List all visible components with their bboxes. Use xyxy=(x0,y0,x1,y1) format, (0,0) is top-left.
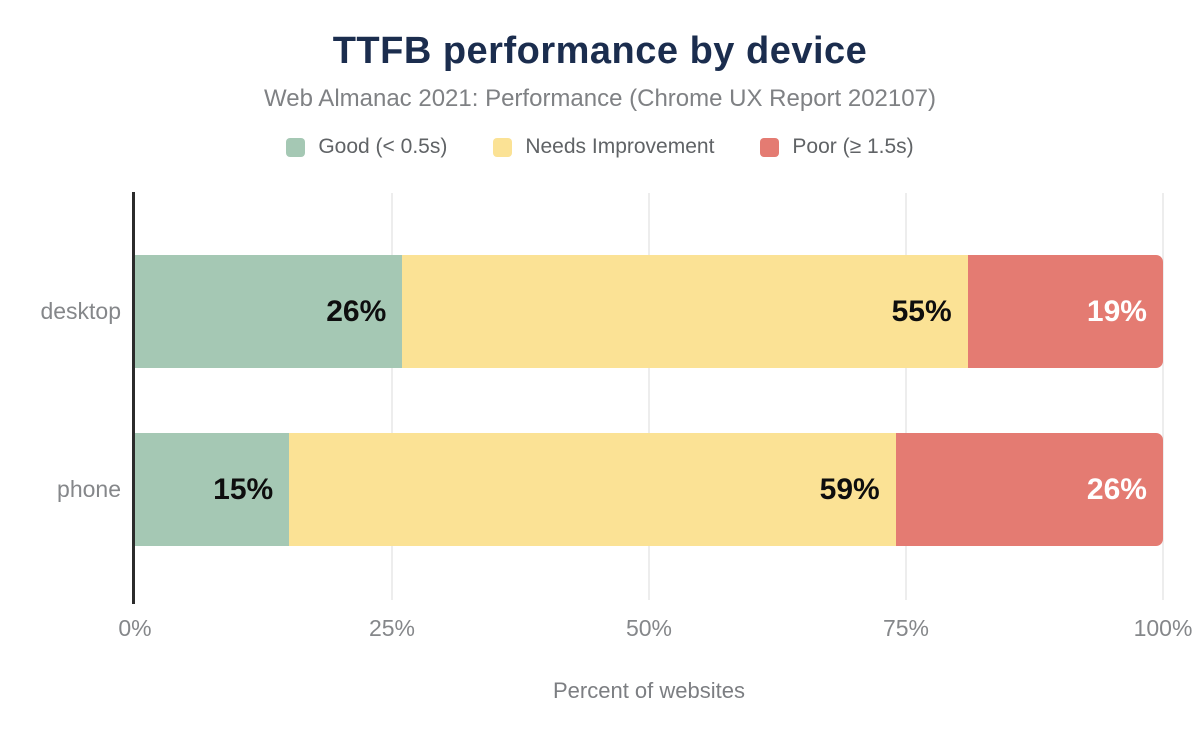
legend-label: Good (< 0.5s) xyxy=(318,135,448,158)
y-category-label: phone xyxy=(57,475,121,502)
bar-value-label: 19% xyxy=(1086,294,1147,328)
chart-title: TTFB performance by device xyxy=(332,30,868,72)
chart-legend: Good (< 0.5s) Needs Improvement Poor (≥ 1.… xyxy=(0,135,1200,159)
bar-segment: 55% xyxy=(402,255,968,368)
legend-swatch-icon xyxy=(493,137,513,157)
bar-value-label: 55% xyxy=(891,294,952,328)
legend-label: Needs Improvement xyxy=(525,135,715,158)
bar-value-label: 15% xyxy=(213,472,274,506)
bar-value-label: 26% xyxy=(326,294,387,328)
legend-swatch-icon xyxy=(760,137,780,157)
bar-segment: 19% xyxy=(967,255,1163,368)
legend-label: Poor (≥ 1.5s) xyxy=(792,135,914,158)
x-axis-title: Percent of websites xyxy=(553,678,745,703)
bar-segment: 26% xyxy=(895,433,1163,546)
gridline xyxy=(648,193,650,600)
y-axis-line xyxy=(132,192,135,604)
x-axis-ticks: 0% 25% 50% 75% 100% xyxy=(118,615,1192,643)
legend-item: Poor (≥ 1.5s) xyxy=(760,135,914,159)
bar-value-label: 26% xyxy=(1086,472,1147,506)
x-tick-label: 25% xyxy=(368,615,416,641)
gridline xyxy=(391,193,393,600)
bar-segment: 15% xyxy=(135,433,290,546)
bar-segment: 26% xyxy=(135,255,403,368)
chart-subtitle: Web Almanac 2021: Performance (Chrome UX… xyxy=(264,85,936,112)
x-tick-label: 50% xyxy=(625,615,673,641)
y-category-label: desktop xyxy=(40,297,121,324)
bar-row-desktop: 26% 55% 19% xyxy=(135,255,1163,368)
bar-value-label: 59% xyxy=(819,472,880,506)
bar-segment: 59% xyxy=(289,433,896,546)
x-tick-label: 0% xyxy=(118,615,152,641)
bar-row-phone: 15% 59% 26% xyxy=(135,433,1163,546)
gridline xyxy=(1162,193,1164,600)
x-tick-label: 100% xyxy=(1133,615,1193,641)
plot-area: 26% 55% 19% 15% 59% 26% xyxy=(135,193,1164,600)
legend-swatch-icon xyxy=(286,137,306,157)
legend-item: Needs Improvement xyxy=(493,135,714,159)
gridline xyxy=(905,193,907,600)
x-tick-label: 75% xyxy=(882,615,930,641)
legend-item: Good (< 0.5s) xyxy=(286,135,447,159)
